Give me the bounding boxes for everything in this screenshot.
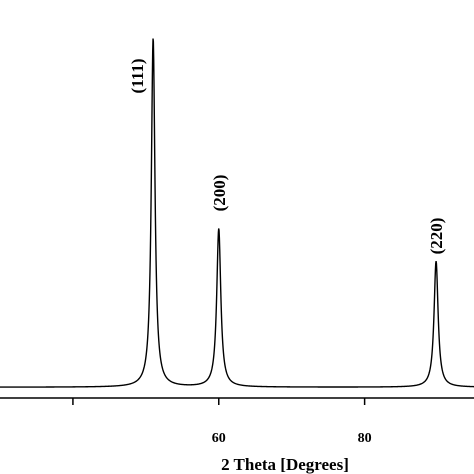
- x-axis-tick-labels: 60 80: [212, 431, 372, 446]
- peak-label-220: (220): [427, 218, 446, 255]
- x-axis-ticks: [72, 398, 366, 405]
- x-tick-label-80: 80: [358, 431, 372, 446]
- peak-labels: (111) (200) (220): [128, 59, 446, 255]
- peak-label-200: (200): [210, 175, 229, 212]
- x-axis-title: 2 Theta [Degrees]: [221, 455, 349, 474]
- x-tick-label-60: 60: [212, 431, 226, 446]
- peak-label-111: (111): [128, 59, 147, 94]
- xrd-pattern-line: [0, 38, 474, 388]
